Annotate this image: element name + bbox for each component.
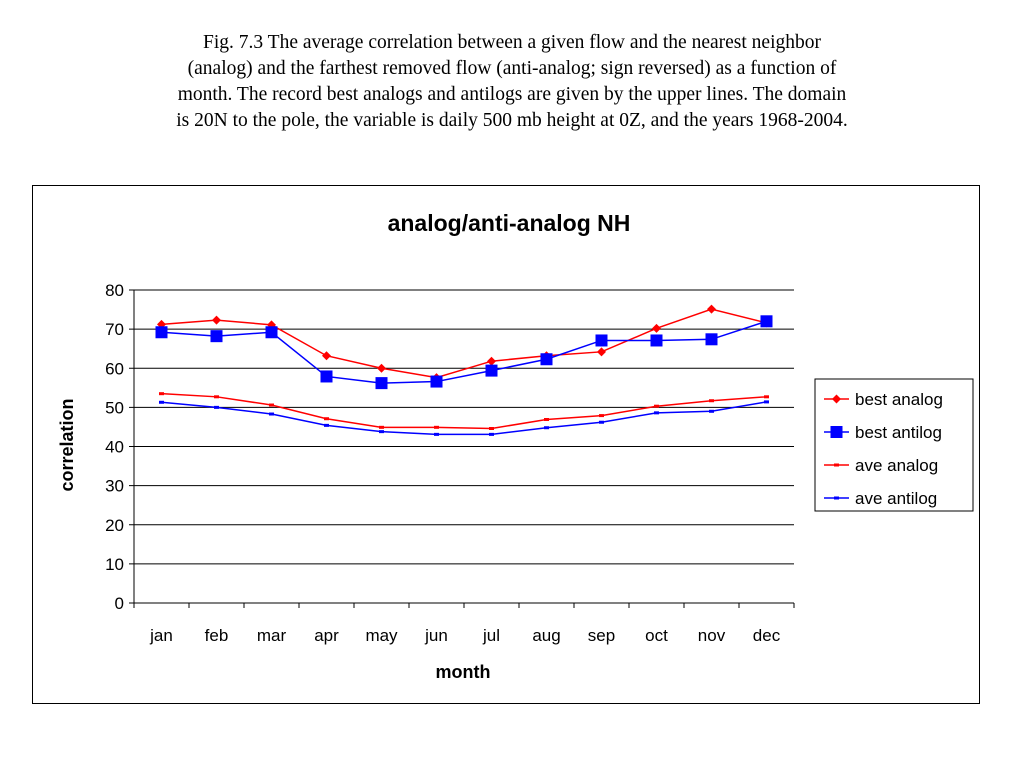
point-best-antilog bbox=[485, 364, 498, 377]
point-ave-analog bbox=[544, 418, 549, 422]
point-ave-antilog bbox=[709, 409, 714, 413]
x-tick-label: feb bbox=[205, 626, 229, 645]
series-lines bbox=[155, 304, 773, 436]
chart-title: analog/anti-analog NH bbox=[388, 210, 631, 236]
point-ave-analog bbox=[434, 425, 439, 429]
axes: 0 10 20 30 40 50 60 70 80 jan feb mar apr may jun jul au… bbox=[105, 281, 795, 645]
point-best-antilog bbox=[760, 315, 773, 328]
chart-area: analog/anti-analog NH correlation month … bbox=[32, 185, 980, 704]
caption-line-1: Fig. 7.3 The average correlation between… bbox=[203, 32, 821, 53]
y-tick-label: 50 bbox=[105, 398, 124, 417]
point-ave-analog bbox=[214, 395, 219, 399]
caption-line-3: month. The record best analogs and antil… bbox=[177, 84, 847, 105]
point-ave-antilog bbox=[324, 423, 329, 427]
y-tick-label: 70 bbox=[105, 320, 124, 339]
x-tick-label: oct bbox=[645, 626, 668, 645]
caption-line-4: is 20N to the pole, the variable is dail… bbox=[176, 110, 848, 131]
point-ave-antilog bbox=[379, 430, 384, 434]
point-ave-antilog bbox=[599, 420, 604, 424]
x-tick-label: mar bbox=[257, 626, 287, 645]
legend-label: best analog bbox=[855, 390, 943, 409]
point-best-antilog bbox=[155, 326, 168, 339]
gridlines bbox=[134, 289, 794, 565]
point-ave-antilog bbox=[214, 405, 219, 409]
point-best-antilog bbox=[320, 370, 333, 383]
legend-marker bbox=[834, 496, 839, 500]
x-tick-label: apr bbox=[314, 626, 339, 645]
x-tick-label: aug bbox=[532, 626, 560, 645]
series-line-best-antilog bbox=[161, 320, 767, 384]
legend-label: best antilog bbox=[855, 423, 942, 442]
figure-caption: Fig. 7.3 The average correlation between… bbox=[80, 30, 944, 134]
point-best-analog bbox=[322, 351, 331, 361]
y-tick-label: 10 bbox=[105, 555, 124, 574]
series-line-best-analog bbox=[161, 308, 767, 379]
x-tick-label: nov bbox=[698, 626, 726, 645]
point-ave-analog bbox=[159, 392, 164, 396]
legend: best analog best antilog ave analog ave ant… bbox=[814, 378, 974, 512]
legend-marker bbox=[832, 394, 841, 404]
point-ave-antilog bbox=[269, 412, 274, 416]
legend-box bbox=[814, 378, 974, 512]
chart-svg: analog/anti-analog NH correlation month … bbox=[57, 210, 974, 682]
point-ave-analog bbox=[764, 395, 769, 399]
x-tick-label: jul bbox=[482, 626, 500, 645]
x-tick-label: sep bbox=[588, 626, 615, 645]
y-tick-label: 30 bbox=[105, 477, 124, 496]
point-best-antilog bbox=[705, 333, 718, 346]
legend-label: ave analog bbox=[855, 456, 938, 475]
point-ave-antilog bbox=[489, 432, 494, 436]
point-ave-analog bbox=[599, 414, 604, 418]
point-best-analog bbox=[707, 304, 716, 314]
y-tick-label: 40 bbox=[105, 438, 124, 457]
point-ave-antilog bbox=[654, 411, 659, 415]
point-best-antilog bbox=[430, 375, 443, 388]
y-tick-label: 0 bbox=[115, 594, 124, 613]
point-best-analog bbox=[597, 347, 606, 357]
legend-marker bbox=[834, 463, 839, 467]
point-ave-antilog bbox=[434, 432, 439, 436]
point-ave-antilog bbox=[544, 426, 549, 430]
point-ave-analog bbox=[269, 403, 274, 407]
point-ave-analog bbox=[324, 417, 329, 421]
legend-marker bbox=[830, 426, 843, 438]
point-ave-analog bbox=[654, 404, 659, 408]
point-ave-analog bbox=[709, 399, 714, 403]
point-best-antilog bbox=[375, 377, 388, 390]
legend-label: ave antilog bbox=[855, 489, 937, 508]
x-tick-label: may bbox=[365, 626, 398, 645]
y-tick-label: 20 bbox=[105, 516, 124, 535]
point-best-analog bbox=[212, 315, 221, 325]
x-tick-label: dec bbox=[753, 626, 781, 645]
point-ave-antilog bbox=[159, 400, 164, 404]
x-tick-label: jun bbox=[424, 626, 448, 645]
y-axis-label: correlation bbox=[57, 398, 77, 491]
x-tick-label: jan bbox=[149, 626, 173, 645]
point-ave-antilog bbox=[764, 400, 769, 404]
point-ave-analog bbox=[379, 425, 384, 429]
x-axis-label: month bbox=[436, 662, 491, 682]
point-best-analog bbox=[652, 323, 661, 333]
point-best-antilog bbox=[650, 334, 663, 347]
point-best-antilog bbox=[595, 334, 608, 347]
point-best-analog bbox=[487, 356, 496, 366]
series-line-ave-antilog bbox=[161, 401, 767, 436]
y-tick-label: 60 bbox=[105, 359, 124, 378]
caption-line-2: (analog) and the farthest removed flow (… bbox=[187, 58, 837, 79]
y-tick-label: 80 bbox=[105, 281, 124, 300]
point-best-antilog bbox=[210, 330, 223, 343]
series-line-ave-analog bbox=[161, 392, 767, 430]
point-best-antilog bbox=[540, 353, 553, 366]
point-best-analog bbox=[377, 363, 386, 373]
point-ave-analog bbox=[489, 427, 494, 431]
point-best-antilog bbox=[265, 326, 278, 339]
